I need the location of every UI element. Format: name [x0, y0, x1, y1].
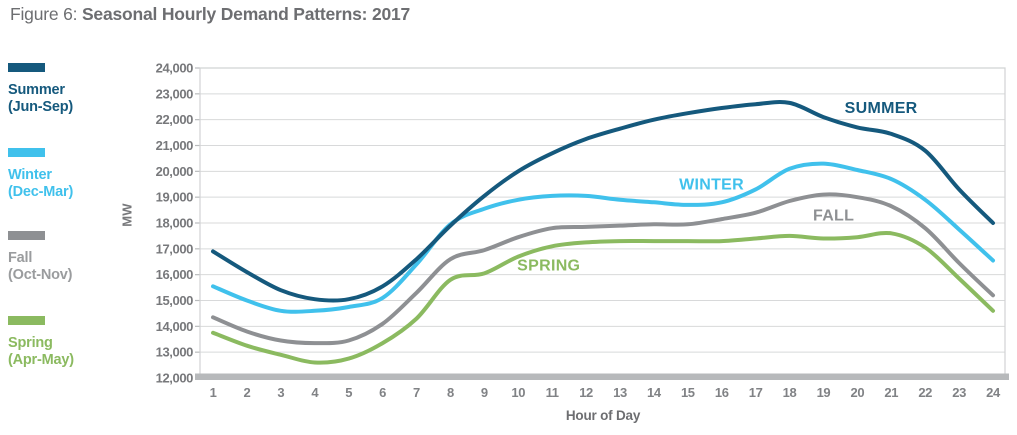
y-tick-label-12000: 12,000 [156, 371, 194, 386]
x-tick-label-16: 16 [715, 385, 729, 400]
winter-line-swatch [8, 148, 45, 157]
legend-label-winter: Winter (Dec-Mar) [8, 167, 73, 201]
series-label-spring: SPRING [517, 258, 580, 275]
figure-title-text: Seasonal Hourly Demand Patterns: 2017 [81, 4, 411, 24]
x-tick-label-15: 15 [681, 385, 695, 400]
x-tick-label-14: 14 [647, 385, 662, 400]
legend-series-name: Summer [8, 82, 65, 98]
x-tick-label-19: 19 [817, 385, 831, 400]
x-tick-label-22: 22 [918, 385, 932, 400]
x-tick-label-11: 11 [546, 385, 559, 400]
x-tick-label-17: 17 [749, 385, 763, 400]
y-tick-label-19000: 19,000 [156, 190, 194, 205]
legend-label-summer: Summer (Jun-Sep) [8, 82, 73, 116]
fall-line-swatch [8, 231, 45, 240]
legend-label-fall: Fall (Oct-Nov) [8, 250, 72, 284]
x-tick-label-7: 7 [413, 385, 420, 400]
legend-series-name: Spring [8, 335, 53, 351]
x-axis-title: Hour of Day [565, 408, 641, 423]
figure-number: Figure 6: [10, 4, 78, 24]
y-tick-label-13000: 13,000 [156, 345, 194, 360]
y-tick-label-20000: 20,000 [156, 164, 194, 179]
y-tick-label-18000: 18,000 [156, 216, 194, 231]
legend-series-name: Winter [8, 167, 52, 183]
x-tick-label-8: 8 [447, 385, 454, 400]
series-label-winter: WINTER [679, 176, 744, 193]
x-tick-label-24: 24 [986, 385, 1001, 400]
x-tick-label-18: 18 [783, 385, 797, 400]
y-tick-label-17000: 17,000 [156, 241, 194, 256]
series-line-summer [211, 100, 995, 303]
x-tick-label-10: 10 [511, 385, 525, 400]
series-line-spring [211, 230, 995, 365]
series-line-winter [211, 161, 995, 314]
x-tick-label-23: 23 [952, 385, 966, 400]
legend-label-spring: Spring (Apr-May) [8, 335, 74, 369]
y-tick-label-15000: 15,000 [156, 293, 194, 308]
legend-series-range: (Jun-Sep) [8, 99, 74, 115]
y-tick-label-21000: 21,000 [156, 138, 194, 153]
x-tick-label-13: 13 [613, 385, 627, 400]
y-tick-label-14000: 14,000 [156, 319, 194, 334]
y-tick-label-22000: 22,000 [156, 112, 194, 127]
y-tick-label-24000: 24,000 [156, 61, 194, 76]
series-line-fall [211, 192, 995, 346]
legend-item-spring: Spring (Apr-May) [8, 316, 74, 369]
legend-item-fall: Fall (Oct-Nov) [8, 231, 72, 284]
legend-item-winter: Winter (Dec-Mar) [8, 148, 73, 201]
figure-title: Figure 6: Seasonal Hourly Demand Pattern… [10, 4, 410, 25]
x-tick-label-6: 6 [379, 385, 386, 400]
legend-series-range: (Dec-Mar) [8, 184, 74, 200]
legend-item-summer: Summer (Jun-Sep) [8, 63, 73, 116]
x-axis-baseline-bar [195, 373, 1009, 380]
x-tick-label-20: 20 [851, 385, 865, 400]
series-label-summer: SUMMER [845, 100, 918, 117]
x-tick-label-21: 21 [884, 385, 898, 400]
y-tick-label-16000: 16,000 [156, 267, 194, 282]
x-tick-label-5: 5 [345, 385, 352, 400]
legend-series-range: (Oct-Nov) [8, 267, 73, 283]
x-tick-label-12: 12 [579, 385, 593, 400]
series-label-fall: FALL [813, 207, 854, 224]
x-tick-label-3: 3 [277, 385, 284, 400]
legend-series-name: Fall [8, 250, 33, 266]
x-tick-label-2: 2 [243, 385, 250, 400]
x-tick-label-4: 4 [311, 385, 319, 400]
summer-line-swatch [8, 63, 45, 72]
y-tick-label-23000: 23,000 [156, 86, 194, 101]
legend-series-range: (Apr-May) [8, 352, 74, 368]
spring-line-swatch [8, 316, 45, 325]
plot-border [199, 67, 1006, 378]
x-tick-label-1: 1 [210, 385, 217, 400]
x-tick-label-9: 9 [481, 385, 488, 400]
